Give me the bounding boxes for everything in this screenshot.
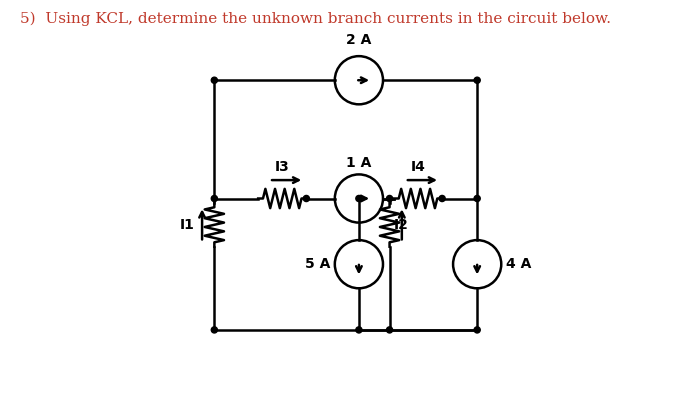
Circle shape <box>474 327 481 333</box>
Circle shape <box>439 195 446 202</box>
Text: 4 A: 4 A <box>506 257 531 271</box>
Text: I4: I4 <box>410 160 425 174</box>
Text: I3: I3 <box>275 160 290 174</box>
Text: 5 A: 5 A <box>305 257 330 271</box>
Circle shape <box>356 327 362 333</box>
Circle shape <box>386 327 393 333</box>
Text: 2 A: 2 A <box>346 33 371 47</box>
Text: I1: I1 <box>180 218 195 232</box>
Text: 1 A: 1 A <box>346 156 371 170</box>
Circle shape <box>474 77 481 83</box>
Circle shape <box>386 195 393 202</box>
Text: I2: I2 <box>394 218 409 232</box>
Circle shape <box>211 77 218 83</box>
Circle shape <box>211 195 218 202</box>
Circle shape <box>211 327 218 333</box>
Circle shape <box>474 195 481 202</box>
Circle shape <box>303 195 309 202</box>
Text: 5)  Using KCL, determine the unknown branch currents in the circuit below.: 5) Using KCL, determine the unknown bran… <box>20 12 611 26</box>
Circle shape <box>356 195 362 202</box>
